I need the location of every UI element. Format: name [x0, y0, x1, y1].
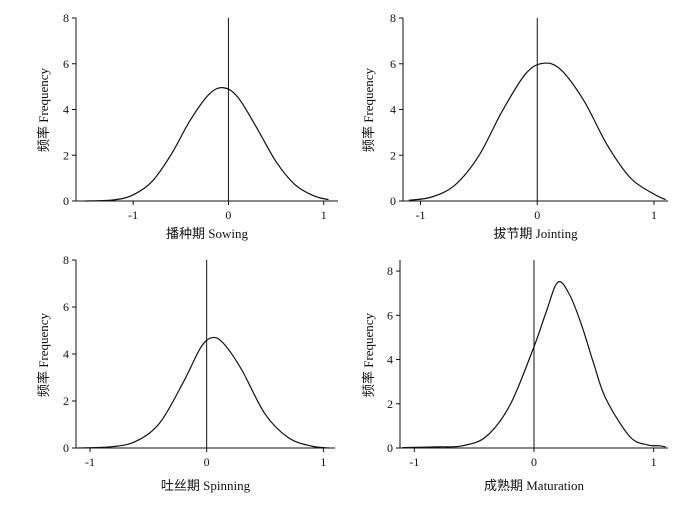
y-axis-title: 频率 Frequency [361, 67, 376, 152]
x-tick-label: 0 [534, 208, 540, 222]
y-tick-label: 0 [63, 441, 69, 455]
x-tick-label: 1 [651, 455, 657, 469]
y-tick-label: 4 [63, 103, 69, 117]
y-tick-label: 2 [387, 397, 393, 411]
y-tick-label: 6 [63, 300, 69, 314]
frequency-curve-1 [408, 62, 666, 201]
x-tick-label: -1 [128, 208, 138, 222]
x-tick-label: -1 [85, 455, 95, 469]
frequency-curve-1 [402, 280, 666, 449]
y-axis-title: 频率 Frequency [36, 312, 51, 397]
y-tick-label: 0 [63, 194, 69, 208]
y-axis-title: 频率 Frequency [361, 312, 376, 397]
y-tick-label: 8 [390, 11, 396, 25]
y-tick-label: 2 [390, 148, 396, 162]
y-tick-label: 8 [63, 253, 69, 267]
frequency-curve-1 [85, 87, 329, 202]
y-tick-label: 4 [387, 353, 393, 367]
y-tick-label: 0 [390, 194, 396, 208]
y-tick-label: 4 [390, 103, 396, 117]
x-axis-title: 成熟期 Maturation [484, 478, 585, 493]
y-tick-label: 4 [63, 347, 69, 361]
y-tick-label: 6 [387, 308, 393, 322]
y-axis-title: 频率 Frequency [36, 67, 51, 152]
x-tick-label: -1 [409, 455, 419, 469]
x-tick-label: 1 [320, 455, 326, 469]
y-tick-label: 2 [63, 394, 69, 408]
panel-3: 0 2 4 6 8 -1 0 1 吐丝期 Spinning 频率 Frequency [36, 253, 335, 493]
y-tick-label: 8 [387, 264, 393, 278]
panel-4: 0 2 4 6 8 -1 0 1 成熟期 Maturation 频率 Frequency [361, 260, 668, 493]
x-axis-title: 拔节期 Jointing [493, 226, 578, 241]
x-tick-label: 1 [321, 208, 327, 222]
y-tick-label: 8 [63, 11, 69, 25]
x-axis-title: 播种期 Sowing [166, 226, 248, 241]
x-axis-title: 吐丝期 Spinning [161, 478, 251, 493]
y-tick-label: 2 [63, 148, 69, 162]
frequency-curve-1 [78, 336, 330, 449]
x-tick-label: 1 [651, 208, 657, 222]
y-tick-label: 6 [390, 57, 396, 71]
y-tick-label: 0 [387, 441, 393, 455]
panel-1: 0 2 4 6 8 -1 0 1 播种期 Sowing 频率 Frequency [36, 11, 338, 241]
y-tick-label: 6 [63, 57, 69, 71]
x-tick-label: 0 [204, 455, 210, 469]
x-tick-label: 0 [531, 455, 537, 469]
panel-2: 0 2 4 6 8 -1 0 1 拔节期 Jointing 频率 Frequency [361, 11, 668, 241]
x-tick-label: 0 [225, 208, 231, 222]
x-tick-label: -1 [416, 208, 426, 222]
